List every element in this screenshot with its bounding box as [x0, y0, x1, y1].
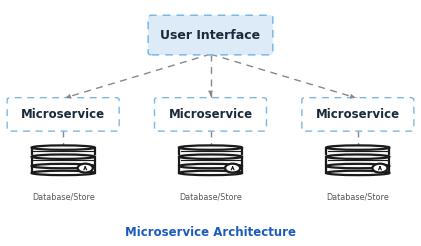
Bar [32, 148, 95, 154]
Text: Microservice: Microservice [21, 108, 105, 121]
Ellipse shape [326, 164, 389, 168]
Bar [179, 166, 242, 173]
Text: Microservice: Microservice [316, 108, 400, 121]
Text: Database/Store: Database/Store [32, 192, 95, 201]
Ellipse shape [32, 145, 95, 150]
Ellipse shape [326, 171, 389, 175]
Bar [179, 157, 242, 164]
Ellipse shape [179, 145, 242, 150]
Bar [32, 157, 95, 164]
Ellipse shape [326, 154, 389, 159]
Ellipse shape [32, 154, 95, 159]
Circle shape [77, 164, 93, 172]
FancyBboxPatch shape [148, 15, 273, 55]
Text: User Interface: User Interface [160, 29, 261, 42]
Ellipse shape [179, 154, 242, 159]
Bar [179, 148, 242, 154]
Ellipse shape [32, 171, 95, 175]
Circle shape [225, 164, 240, 172]
Bar [326, 166, 389, 173]
Bar [326, 157, 389, 164]
Text: Database/Store: Database/Store [179, 192, 242, 201]
FancyBboxPatch shape [155, 98, 266, 131]
Text: Microservice: Microservice [168, 108, 253, 121]
Circle shape [372, 164, 387, 172]
Text: Microservice Architecture: Microservice Architecture [125, 226, 296, 239]
Ellipse shape [179, 171, 242, 175]
Text: Database/Store: Database/Store [326, 192, 389, 201]
FancyBboxPatch shape [302, 98, 414, 131]
Ellipse shape [326, 145, 389, 150]
Bar [32, 166, 95, 173]
Bar [326, 148, 389, 154]
Ellipse shape [32, 164, 95, 168]
FancyBboxPatch shape [7, 98, 119, 131]
Ellipse shape [179, 164, 242, 168]
